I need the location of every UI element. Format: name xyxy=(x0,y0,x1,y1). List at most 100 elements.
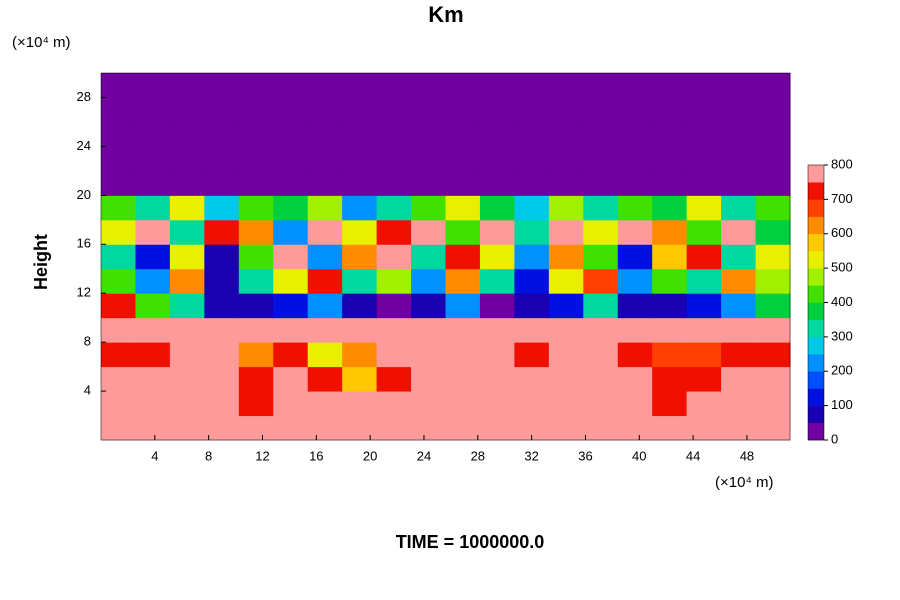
cell xyxy=(204,342,240,368)
cell xyxy=(721,366,757,392)
cell xyxy=(479,195,515,221)
cell xyxy=(548,170,584,196)
cell xyxy=(273,244,309,270)
cell xyxy=(307,121,343,147)
cell xyxy=(479,97,515,123)
x-tick-label: 4 xyxy=(151,448,158,463)
cell xyxy=(376,391,412,417)
cell xyxy=(135,293,171,319)
colorbar-segment xyxy=(808,371,824,389)
cell xyxy=(548,366,584,392)
cell xyxy=(583,342,619,368)
cell xyxy=(514,366,550,392)
cell xyxy=(204,391,240,417)
cell xyxy=(238,195,274,221)
cell xyxy=(617,415,653,441)
cell xyxy=(617,293,653,319)
cell xyxy=(445,170,481,196)
cell xyxy=(479,317,515,343)
cell xyxy=(135,268,171,294)
cell xyxy=(445,293,481,319)
cell xyxy=(238,317,274,343)
cell xyxy=(273,415,309,441)
cell xyxy=(238,268,274,294)
cell xyxy=(583,219,619,245)
cell xyxy=(583,268,619,294)
cell xyxy=(307,244,343,270)
cell xyxy=(445,391,481,417)
cell xyxy=(479,73,515,98)
colorbar-segment xyxy=(808,216,824,235)
cell xyxy=(376,73,412,98)
cell xyxy=(583,391,619,417)
colorbar-tick-label: 500 xyxy=(831,260,853,275)
cell xyxy=(583,317,619,343)
cell xyxy=(652,170,688,196)
cell xyxy=(169,293,205,319)
y-tick-label: 12 xyxy=(77,285,91,300)
cell xyxy=(652,342,688,368)
cell xyxy=(686,121,722,147)
cell xyxy=(721,317,757,343)
cell xyxy=(135,146,171,172)
cell xyxy=(652,219,688,245)
cell xyxy=(101,195,136,221)
cell xyxy=(548,342,584,368)
x-tick-label: 40 xyxy=(632,448,646,463)
x-tick-label: 44 xyxy=(686,448,700,463)
cell xyxy=(479,366,515,392)
cell xyxy=(307,97,343,123)
cell xyxy=(686,73,722,98)
cell xyxy=(411,391,446,417)
cell xyxy=(101,391,136,417)
cell xyxy=(307,391,343,417)
colorbar-segment xyxy=(808,336,824,355)
cell xyxy=(617,342,653,368)
cell xyxy=(411,195,446,221)
cell xyxy=(721,293,757,319)
colorbar-segment xyxy=(808,422,824,441)
cell xyxy=(204,244,240,270)
cell xyxy=(755,121,791,147)
cell xyxy=(204,293,240,319)
cell xyxy=(169,317,205,343)
cell xyxy=(479,146,515,172)
colorbar-tick-label: 800 xyxy=(831,156,853,171)
cell xyxy=(169,342,205,368)
cell xyxy=(101,146,136,172)
cell xyxy=(411,342,446,368)
cell xyxy=(376,170,412,196)
y-tick-label: 28 xyxy=(77,89,91,104)
cell xyxy=(548,195,584,221)
cell xyxy=(135,415,171,441)
colorbar-segment xyxy=(808,182,824,200)
cell xyxy=(204,146,240,172)
cell xyxy=(548,391,584,417)
cell xyxy=(101,219,136,245)
cell xyxy=(686,366,722,392)
cell xyxy=(169,170,205,196)
colorbar-tick-label: 300 xyxy=(831,328,853,343)
cell xyxy=(135,366,171,392)
x-tick-label: 24 xyxy=(417,448,431,463)
cell xyxy=(617,73,653,98)
cell xyxy=(307,293,343,319)
cell xyxy=(273,366,309,392)
cell xyxy=(273,121,309,147)
cell xyxy=(548,219,584,245)
cell xyxy=(755,268,791,294)
cell xyxy=(101,317,136,343)
cell xyxy=(273,195,309,221)
cell xyxy=(376,293,412,319)
cell xyxy=(342,366,378,392)
cell xyxy=(514,97,550,123)
cell xyxy=(169,415,205,441)
cell xyxy=(376,244,412,270)
cell xyxy=(445,219,481,245)
cell xyxy=(755,244,791,270)
cell xyxy=(686,244,722,270)
cell xyxy=(652,268,688,294)
cell xyxy=(548,73,584,98)
cell xyxy=(583,73,619,98)
